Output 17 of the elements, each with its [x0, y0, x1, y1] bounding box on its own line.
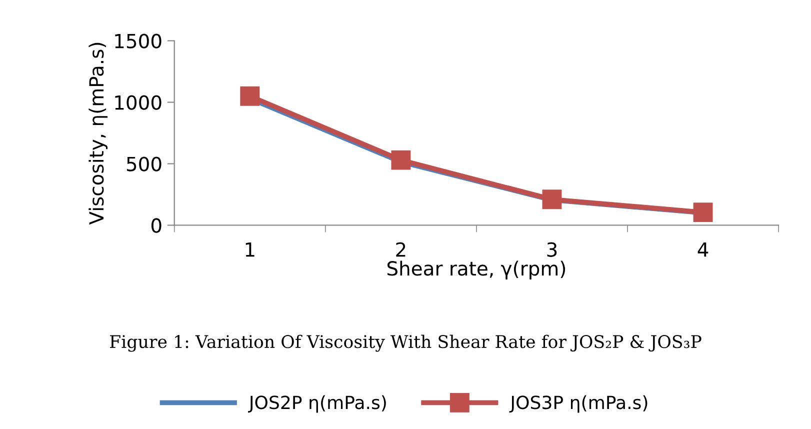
x-tick-label: 2 [396, 242, 406, 257]
point [240, 86, 260, 106]
y-tick-label: 500 [126, 156, 162, 172]
point [542, 190, 562, 210]
x-tick-label: 1 [246, 242, 254, 257]
point [391, 150, 411, 170]
x-axis-title: Shear rate, γ(rpm) [387, 260, 566, 280]
y-tick-label: 1000 [115, 95, 162, 110]
x-tick-label: 3 [547, 242, 557, 257]
point [693, 202, 713, 222]
y-axis-title: Viscosity, η(mPa.s) [88, 42, 108, 225]
y-tick-label: 1500 [115, 34, 162, 48]
legend-label: JOS3P η(mPa.s) [509, 395, 648, 413]
legend-label: JOS2P η(mPa.s) [248, 395, 386, 413]
x-tick-label: 4 [698, 242, 708, 257]
caption: Figure 1: Variation Of Viscosity With Shear Rate for JOS₂P & JOS₃P [110, 334, 702, 352]
y-tick-label: 0 [151, 218, 162, 233]
